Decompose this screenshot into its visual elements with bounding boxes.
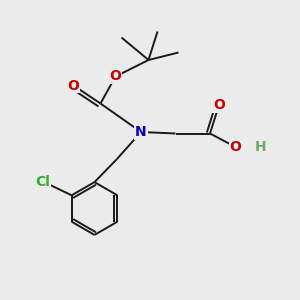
- Text: O: O: [110, 70, 122, 83]
- Text: Cl: Cl: [36, 175, 51, 189]
- Text: H: H: [255, 140, 267, 154]
- Text: N: N: [135, 125, 147, 139]
- Text: O: O: [230, 140, 242, 154]
- Text: O: O: [213, 98, 225, 112]
- Text: O: O: [68, 79, 80, 92]
